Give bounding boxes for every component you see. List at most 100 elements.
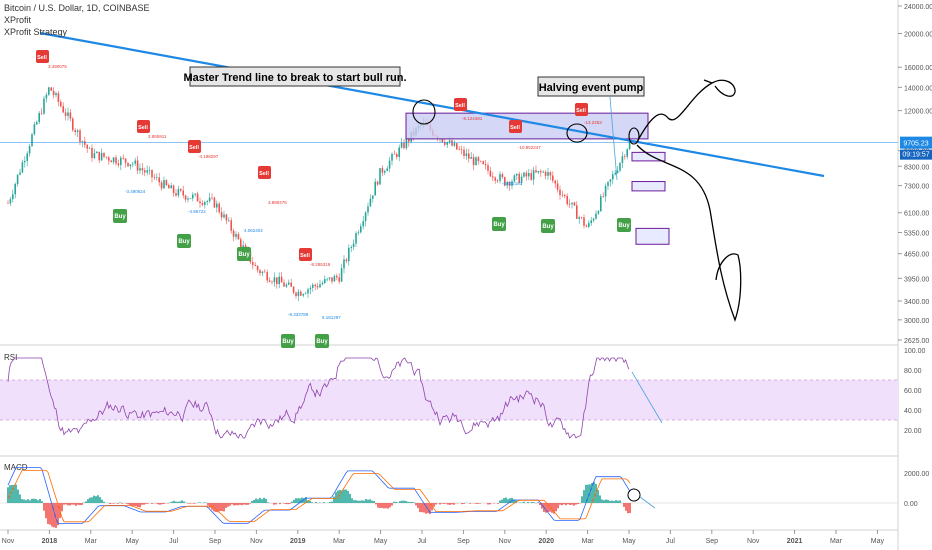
macd-histogram-bar — [221, 503, 223, 512]
sell-marker[interactable] — [137, 120, 150, 133]
signal-value-label: -8.124481 — [462, 116, 483, 121]
buy-marker[interactable] — [281, 334, 295, 348]
candle-body — [472, 157, 475, 166]
candle-body — [292, 286, 295, 293]
macd-histogram-bar — [65, 503, 67, 505]
buy-marker[interactable] — [113, 209, 127, 223]
macd-histogram-bar — [589, 484, 591, 503]
time-tick-label: Nov — [2, 538, 15, 545]
macd-histogram-bar — [151, 503, 153, 504]
candle-body — [487, 165, 489, 171]
buy-marker[interactable] — [492, 217, 506, 231]
candle-body — [146, 170, 148, 173]
macd-histogram-bar — [521, 502, 523, 503]
signal-value-label: 3.890476 — [268, 200, 287, 205]
candle-body — [518, 173, 520, 183]
macd-histogram-bar — [371, 500, 373, 503]
macd-histogram-bar — [233, 503, 235, 506]
sell-marker[interactable] — [575, 103, 588, 116]
buy-label: Buy — [238, 252, 250, 258]
candle-body — [463, 149, 465, 156]
candle-body — [266, 272, 268, 281]
macd-histogram-bar — [629, 503, 631, 513]
candle-body — [585, 225, 588, 227]
symbol-title[interactable]: Bitcoin / U.S. Dollar, 1D, COINBASE — [4, 3, 150, 13]
indicator-xprofit-strategy[interactable]: XProfit Strategy — [4, 27, 68, 37]
macd-histogram-bar — [331, 501, 333, 503]
macd-histogram-bar — [265, 498, 267, 503]
candle-body — [165, 180, 168, 186]
candle-body — [28, 146, 31, 154]
candle-body — [504, 177, 506, 186]
macd-histogram-bar — [285, 503, 287, 505]
macd-histogram-bar — [423, 503, 425, 513]
macd-histogram-bar — [129, 503, 131, 506]
candle-body — [468, 153, 470, 159]
candle-body — [40, 113, 43, 114]
candle-body — [312, 284, 314, 288]
candle-body — [559, 189, 561, 195]
candle-body — [220, 212, 223, 218]
candle-body — [108, 157, 110, 161]
macd-histogram-bar — [137, 503, 139, 508]
buy-label: Buy — [542, 224, 554, 230]
time-tick-label: Mar — [85, 538, 98, 545]
candle-body — [350, 247, 352, 248]
macd-histogram-bar — [329, 502, 331, 503]
candle-body — [398, 147, 400, 157]
candle-body — [331, 277, 333, 282]
macd-histogram-bar — [373, 500, 375, 503]
candle-body — [460, 149, 463, 151]
candle-body — [458, 149, 460, 150]
sell-marker[interactable] — [258, 166, 271, 179]
buy-marker[interactable] — [315, 334, 329, 348]
candle-body — [160, 182, 163, 189]
macd-histogram-bar — [359, 500, 361, 503]
price-tick-label: 24000.00 — [904, 4, 932, 11]
sell-marker[interactable] — [188, 140, 201, 153]
sell-label: Sell — [189, 145, 199, 151]
macd-histogram-bar — [571, 503, 573, 505]
buy-marker[interactable] — [617, 218, 631, 232]
macd-histogram-bar — [121, 503, 123, 504]
macd-histogram-bar — [617, 500, 619, 503]
sell-marker[interactable] — [36, 50, 49, 63]
macd-histogram-bar — [335, 492, 337, 503]
candle-body — [444, 142, 446, 145]
candle-body — [16, 174, 19, 184]
candle-body — [139, 168, 141, 171]
indicator-xprofit[interactable]: XProfit — [4, 15, 32, 25]
candle-body — [300, 291, 302, 296]
candle-body — [576, 205, 578, 219]
sell-marker[interactable] — [509, 120, 522, 133]
macd-histogram-bar — [37, 500, 39, 503]
time-tick-label: Mar — [582, 538, 595, 545]
macd-histogram-bar — [345, 489, 347, 503]
candle-body — [508, 182, 511, 186]
macd-histogram-bar — [513, 499, 515, 503]
buy-marker[interactable] — [541, 219, 555, 233]
buy-label: Buy — [618, 223, 630, 229]
candle-body — [204, 202, 206, 205]
time-tick-label: Jul — [418, 538, 427, 545]
macd-histogram-bar — [429, 503, 431, 515]
sell-marker[interactable] — [299, 248, 312, 261]
candle-body — [26, 153, 28, 161]
macd-histogram-bar — [477, 503, 479, 504]
macd-histogram-bar — [159, 503, 161, 505]
buy-marker[interactable] — [237, 247, 251, 261]
macd-histogram-bar — [23, 499, 25, 503]
macd-histogram-bar — [583, 490, 585, 503]
candle-body — [609, 179, 612, 182]
macd-histogram-bar — [301, 497, 303, 503]
rsi-tick-label: 20.00 — [904, 428, 922, 435]
candle-body — [532, 170, 535, 180]
buy-marker[interactable] — [177, 234, 191, 248]
macd-histogram-bar — [445, 503, 447, 504]
sell-marker[interactable] — [454, 98, 467, 111]
time-tick-label: May — [126, 538, 140, 545]
time-tick-label: Sep — [457, 538, 470, 545]
macd-histogram-bar — [235, 503, 237, 506]
time-tick-label: Nov — [250, 538, 263, 545]
